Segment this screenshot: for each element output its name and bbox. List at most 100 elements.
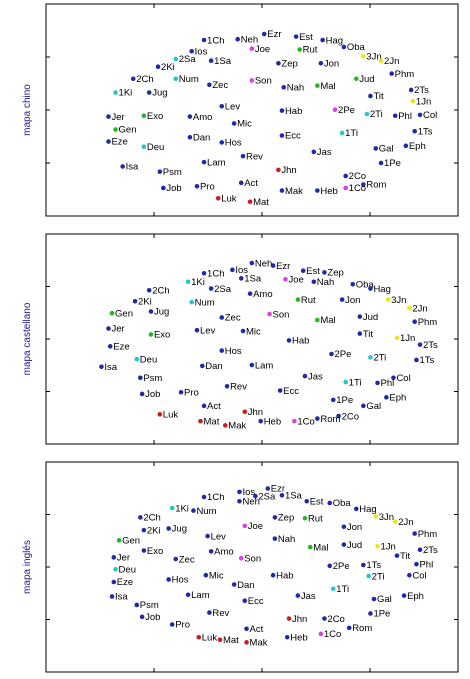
point-marker: [315, 317, 320, 323]
point-marker: [244, 640, 249, 645]
data-point-est: Est: [293, 32, 313, 43]
point-marker: [134, 602, 140, 608]
point-label: Lam: [191, 590, 210, 601]
point-label: Mal: [313, 542, 328, 553]
data-point-3jn: 3Jn: [385, 295, 406, 306]
data-point-1pe: 1Pe: [368, 609, 390, 620]
point-marker: [178, 389, 184, 395]
point-label: Hab: [285, 106, 302, 117]
point-marker: [106, 114, 111, 119]
point-label: 1Ch: [207, 268, 224, 279]
point-label: Mak: [228, 421, 246, 432]
point-label: 2Ch: [136, 74, 153, 85]
data-point-num: Num: [191, 506, 217, 517]
data-point-exo: Exo: [141, 111, 163, 122]
point-marker: [187, 134, 193, 140]
point-marker: [141, 144, 147, 149]
point-label: Zec: [179, 554, 195, 565]
point-label: Mic: [246, 326, 261, 337]
y-axis-label: mapa chino: [22, 84, 33, 136]
point-label: Tit: [400, 551, 411, 562]
point-label: Jud: [359, 74, 374, 85]
data-point-neh: Neh: [237, 496, 260, 507]
data-point-mic: Mic: [231, 119, 252, 130]
data-point-1jn: 1Jn: [375, 542, 396, 553]
data-point-jug: Jug: [166, 524, 187, 535]
point-marker: [279, 188, 285, 193]
point-marker: [343, 185, 348, 191]
point-marker: [410, 98, 416, 104]
point-marker: [191, 508, 196, 513]
point-label: Hab: [292, 336, 309, 347]
point-label: 1Co: [349, 183, 366, 194]
point-marker: [330, 397, 336, 403]
data-point-act: Act: [238, 178, 258, 189]
data-point-1co: 1Co: [292, 416, 315, 427]
point-marker: [378, 160, 384, 166]
data-point-ezr: Ezr: [270, 261, 290, 272]
point-marker: [361, 54, 366, 59]
point-label: 2Ti: [372, 571, 385, 582]
data-point-1ch: 1Ch: [201, 492, 224, 503]
point-label: Phl: [398, 111, 412, 122]
point-marker: [341, 524, 347, 530]
chart-panel-2: mapa castellano 1Ch Ios Neh Ezr Est Zep 1Ki 1Sa J…: [22, 233, 459, 445]
point-marker: [134, 356, 140, 362]
point-marker: [146, 287, 152, 293]
data-point-2ts: 2Ts: [417, 545, 438, 556]
point-label: Mal: [320, 81, 335, 92]
data-point-2ki: 2Ki: [141, 525, 161, 536]
data-point-2co: 2Co: [343, 171, 366, 182]
data-point-tit: Tit: [357, 329, 373, 340]
point-marker: [302, 373, 308, 379]
data-point-1sa: 1Sa: [238, 274, 262, 285]
data-point-2pe: 2Pe: [327, 561, 350, 572]
point-label: Exo: [147, 546, 163, 557]
point-label: Col: [423, 110, 437, 121]
point-marker: [318, 631, 324, 637]
point-marker: [361, 182, 366, 187]
point-label: Amo: [193, 112, 213, 123]
point-marker: [407, 572, 412, 578]
point-label: Heb: [320, 186, 337, 197]
point-label: Jug: [172, 524, 187, 535]
point-label: Jhn: [248, 407, 263, 418]
point-marker: [315, 83, 320, 88]
point-marker: [247, 291, 253, 296]
point-label: 2Ki: [147, 525, 161, 536]
data-point-hab: Hab: [286, 336, 309, 347]
data-point-pro: Pro: [169, 620, 190, 631]
point-label: Jud: [347, 540, 362, 551]
point-label: Lev: [225, 101, 241, 112]
data-point-phl: Phl: [392, 111, 412, 122]
point-marker: [279, 493, 285, 498]
point-label: Hos: [225, 346, 242, 357]
point-label: Jhn: [281, 165, 296, 176]
point-marker: [253, 493, 258, 499]
data-point-pro: Pro: [178, 387, 199, 398]
data-point-exo: Exo: [141, 546, 163, 557]
data-point-rut: Rut: [297, 45, 318, 56]
point-marker: [138, 375, 143, 381]
point-label: Hab: [276, 570, 293, 581]
data-point-1ts: 1Ts: [414, 355, 434, 366]
point-marker: [279, 133, 285, 138]
data-point-heb: Heb: [258, 416, 281, 427]
point-label: Zep: [327, 268, 343, 279]
point-label: Mak: [285, 186, 303, 197]
data-point-jer: Jer: [106, 112, 125, 123]
point-label: Rut: [308, 513, 323, 524]
point-marker: [113, 566, 118, 572]
point-marker: [394, 335, 400, 341]
point-label: Mic: [237, 119, 252, 130]
point-label: Job: [145, 389, 160, 400]
point-label: Neh: [255, 258, 272, 269]
data-point-deu: Deu: [141, 142, 164, 153]
point-label: 2Jn: [384, 56, 399, 67]
data-point-eph: Eph: [384, 393, 406, 404]
data-point-ecc: Ecc: [242, 596, 264, 607]
data-point-phm: Phm: [412, 317, 437, 328]
data-point-act: Act: [201, 401, 221, 412]
point-marker: [276, 167, 281, 173]
point-label: 3Jn: [379, 512, 394, 523]
